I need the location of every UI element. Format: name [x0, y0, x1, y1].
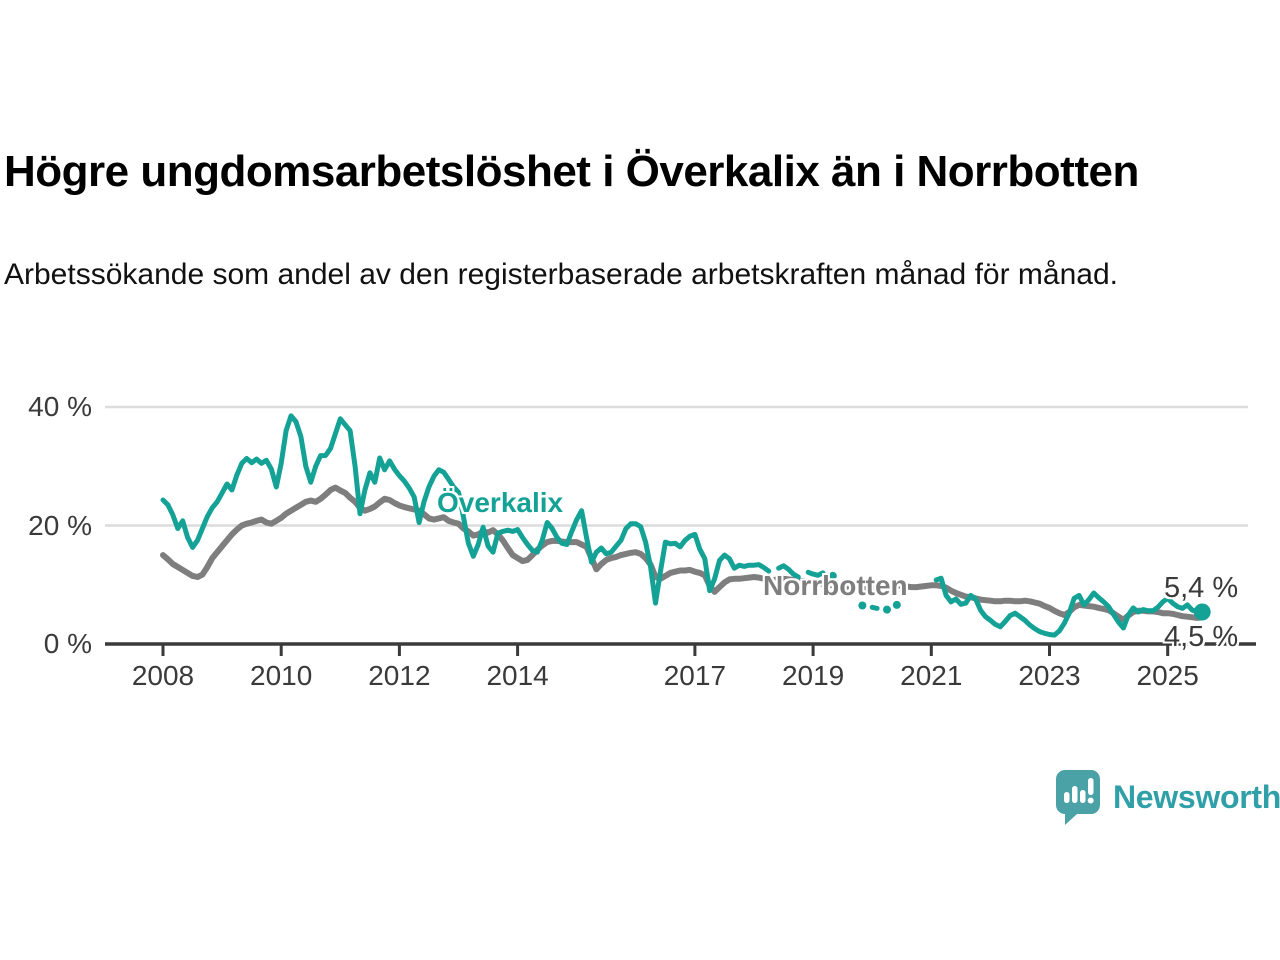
- x-axis-label: 2025: [1136, 660, 1199, 691]
- data-point-Överkalix: [828, 571, 837, 580]
- x-axis-label: 2014: [486, 660, 549, 691]
- end-value-overkalix: 5,4 %: [1164, 572, 1239, 604]
- newsworthy-logo: Newsworthy: [1055, 769, 1280, 825]
- x-axis-label: 2012: [368, 660, 431, 691]
- series-label-norrbotten: Norrbotten: [763, 570, 908, 601]
- newsworthy-bubble-bar-chart-icon: [1056, 770, 1100, 825]
- series-line-Överkalix: [776, 563, 801, 580]
- data-point-Överkalix: [858, 601, 867, 610]
- newsworthy-wordmark: Newsworthy: [1113, 778, 1280, 815]
- x-axis-label: 2017: [663, 660, 727, 691]
- series-line-Överkalix: [933, 575, 1205, 638]
- series-line-Överkalix: [869, 604, 880, 611]
- end-dot-overkalix: [1193, 603, 1211, 621]
- x-axis-label: 2010: [250, 660, 313, 691]
- x-axis-label: 2021: [900, 660, 963, 691]
- series-label-overkalix: Överkalix: [437, 487, 564, 518]
- page-subtitle: Arbetssökande som andel av den registerb…: [4, 258, 1118, 291]
- series-line-Norrbotten: [160, 484, 1206, 623]
- series-line-Överkalix: [805, 569, 826, 578]
- page-title: Högre ungdomsarbetslöshet i Överkalix än…: [4, 147, 1139, 196]
- x-axis-label: 2023: [1018, 660, 1081, 691]
- y-axis-label: 20 %: [28, 509, 92, 541]
- data-point-Överkalix: [882, 605, 891, 614]
- end-value-norrbotten: 4,5 %: [1164, 621, 1239, 653]
- data-point-Överkalix: [892, 600, 901, 609]
- x-axis-label: 2008: [131, 660, 195, 691]
- series-line-Överkalix: [160, 413, 772, 606]
- chart-canvas: [105, 405, 1256, 656]
- y-axis-label: 0 %: [43, 628, 92, 659]
- y-axis-label: 40 %: [28, 391, 92, 422]
- x-axis-label: 2019: [781, 660, 845, 691]
